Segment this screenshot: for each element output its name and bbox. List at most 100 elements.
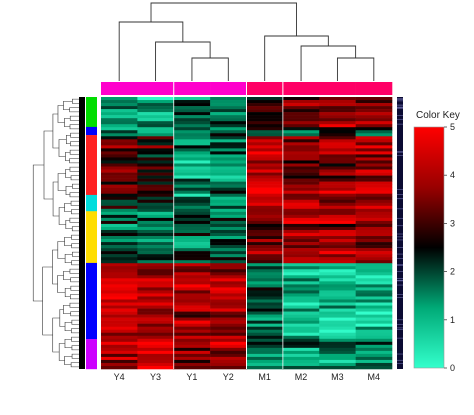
heatmap-cell [355, 223, 393, 228]
heatmap-cell [319, 332, 356, 337]
heatmap-cell [319, 317, 356, 321]
row-dendrogram-branch [57, 241, 66, 259]
heatmap-cell [137, 154, 175, 158]
heatmap-cell [210, 166, 247, 170]
heatmap-cell [319, 211, 356, 216]
right-strip-bar [397, 97, 403, 369]
row-dendrogram-branch [70, 200, 79, 206]
heatmap-cell [101, 118, 138, 122]
heatmap-cell [137, 236, 175, 240]
heatmap-cell [137, 296, 175, 300]
heatmap-cell [101, 109, 138, 113]
heatmap-cell [246, 239, 284, 243]
heatmap-cell [246, 332, 284, 337]
heatmap-cell [319, 220, 356, 225]
heatmap-cell [282, 269, 320, 273]
heatmap-cell [282, 356, 320, 361]
heatmap-cell [282, 281, 320, 285]
row-dendrogram-branch [65, 151, 71, 162]
heatmap-cell [355, 112, 393, 116]
heatmap-cell [210, 190, 247, 195]
heatmap-cell [210, 214, 247, 219]
heatmap-cell [246, 115, 284, 119]
heatmap-cell [246, 202, 284, 207]
heatmap-cell [101, 181, 138, 185]
column-dendrogram-branch [264, 35, 329, 81]
heatmap-cell [210, 145, 247, 149]
heatmap-cell [101, 100, 138, 104]
heatmap-cell [173, 281, 211, 285]
heatmap-cell [246, 229, 284, 234]
heatmap-cell [319, 178, 356, 182]
heatmap-cell [173, 365, 211, 370]
row-dendrogram-branch [57, 105, 65, 123]
heatmap-cell [173, 181, 211, 185]
heatmap-cell [355, 248, 393, 252]
heatmap-cell [137, 281, 175, 285]
heatmap-cell [246, 257, 284, 261]
heatmap-cell [137, 293, 175, 297]
heatmap-cell [282, 118, 320, 122]
row-dendrogram-branch [71, 243, 79, 249]
heatmap-cell [101, 347, 138, 352]
heatmap-cell [210, 275, 247, 279]
row-dendrogram-branch [64, 253, 73, 264]
heatmap-cell [319, 269, 356, 273]
heatmap-cell [355, 338, 393, 343]
row-cluster-segment [86, 194, 97, 212]
color-key-tick-label: 5 [450, 122, 455, 132]
heatmap-cell [173, 233, 211, 237]
heatmap-cell [355, 353, 393, 358]
heatmap-cell [173, 236, 211, 240]
heatmap-cell [246, 175, 284, 179]
heatmap-cell [246, 362, 284, 367]
heatmap-cell [282, 133, 320, 137]
heatmap-cell [319, 293, 356, 297]
heatmap-cell [101, 302, 138, 306]
heatmap-cell [319, 136, 356, 140]
column-group-cell [282, 82, 320, 95]
heatmap-cell [319, 311, 356, 315]
heatmap-cell [210, 347, 247, 352]
row-dendrogram-branch [63, 304, 71, 315]
heatmap-cell [282, 220, 320, 225]
heatmap-cell [319, 353, 356, 358]
heatmap-cell [101, 154, 138, 158]
heatmap-cell [137, 223, 175, 228]
heatmap-cell [319, 100, 356, 104]
heatmap-cell [246, 196, 284, 201]
heatmap-cell [319, 124, 356, 128]
heatmap-cell [173, 184, 211, 188]
heatmap-cell [210, 133, 247, 137]
heatmap-cell [282, 290, 320, 294]
heatmap-cell [101, 311, 138, 315]
heatmap-cell [355, 142, 393, 146]
heatmap-cell [319, 97, 356, 101]
heatmap-cell [319, 257, 356, 261]
heatmap-cell [282, 136, 320, 140]
heatmap-cell [355, 226, 393, 231]
heatmap-cell [137, 320, 175, 324]
heatmap-cell [282, 148, 320, 152]
column-dendrogram-branch [150, 2, 297, 36]
heatmap-cell [246, 118, 284, 122]
column-group-cell [246, 82, 284, 95]
row-dendrogram-branch [66, 134, 71, 145]
heatmap-cell [101, 130, 138, 134]
heatmap-cell [210, 284, 247, 288]
heatmap-cell [246, 97, 284, 101]
row-dendrogram-branch [70, 362, 79, 368]
heatmap-cell [173, 106, 211, 110]
row-dendrogram-branch [43, 130, 54, 200]
heatmap-cell [355, 323, 393, 327]
row-dendrogram-branch [57, 275, 66, 293]
column-dendrogram-branch [155, 41, 211, 81]
heatmap-cell [282, 157, 320, 161]
heatmap-cell [137, 214, 175, 219]
heatmap-cell [355, 236, 393, 240]
heatmap-cell [319, 239, 356, 243]
heatmap-cell [137, 109, 175, 113]
heatmap-cell [282, 151, 320, 155]
heatmap-cell [210, 205, 247, 210]
heatmap-cell [355, 184, 393, 188]
